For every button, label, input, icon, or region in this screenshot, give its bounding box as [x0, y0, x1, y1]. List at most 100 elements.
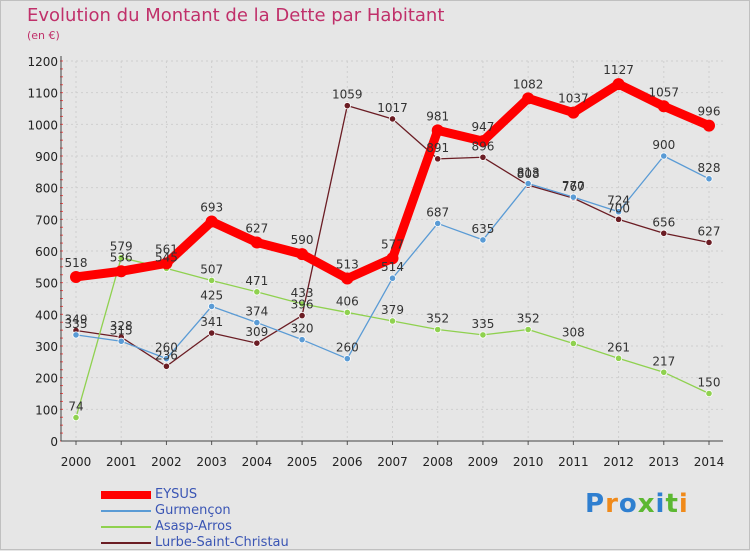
data-point-asasp-arros — [434, 325, 442, 334]
chart-title: Evolution du Montant de la Dette par Hab… — [27, 5, 445, 26]
data-label-asasp-arros: 406 — [336, 294, 359, 308]
data-label-asasp-arros: 74 — [68, 400, 83, 414]
logo-letter: P — [585, 489, 606, 519]
data-point-asasp-arros — [343, 308, 351, 317]
data-point-gurmencon — [343, 355, 351, 363]
y-tick-label: 100 — [35, 403, 58, 417]
logo-letter: i — [655, 489, 666, 519]
data-point-gurmencon — [434, 219, 442, 228]
data-point-eysus — [115, 265, 128, 278]
data-point-lurbe-saint-christau — [162, 362, 171, 370]
logo-letter: o — [618, 489, 638, 519]
data-label-asasp-arros: 308 — [562, 325, 585, 339]
data-label-asasp-arros: 507 — [200, 262, 223, 276]
data-point-gurmencon — [660, 152, 668, 160]
data-point-gurmencon — [705, 175, 713, 183]
data-label-gurmencon: 374 — [245, 305, 268, 319]
data-label-asasp-arros: 261 — [607, 340, 630, 354]
data-label-lurbe-saint-christau: 309 — [245, 325, 268, 339]
data-point-gurmencon — [208, 302, 216, 311]
data-label-gurmencon: 813 — [517, 166, 540, 180]
y-tick-label: 900 — [35, 150, 58, 164]
data-label-gurmencon: 900 — [652, 138, 675, 152]
x-tick-label: 2008 — [422, 455, 453, 469]
data-point-lurbe-saint-christau — [298, 311, 306, 320]
y-tick-label: 200 — [35, 372, 58, 386]
data-point-asasp-arros — [614, 354, 623, 362]
data-label-gurmencon: 260 — [336, 341, 359, 355]
logo-letter: i — [678, 489, 689, 519]
data-label-asasp-arros: 433 — [291, 286, 314, 300]
x-tick-label: 2004 — [242, 455, 273, 469]
data-point-gurmencon — [388, 274, 397, 282]
y-tick-label: 1100 — [27, 87, 58, 101]
proxiti-logo: Proxiti — [585, 489, 689, 519]
data-label-eysus: 996 — [698, 105, 721, 119]
legend-label-eysus: EYSUS — [155, 487, 198, 502]
data-label-lurbe-saint-christau: 656 — [652, 215, 675, 229]
data-point-lurbe-saint-christau — [434, 155, 442, 163]
data-point-gurmencon — [117, 337, 125, 345]
data-label-gurmencon: 724 — [607, 194, 630, 208]
data-point-eysus — [522, 92, 535, 105]
chart-unit: (en €) — [27, 29, 60, 42]
data-label-eysus: 561 — [155, 242, 178, 256]
y-tick-label: 0 — [50, 435, 58, 449]
data-point-asasp-arros — [72, 413, 80, 422]
legend-swatch-gurmencon — [101, 510, 151, 512]
data-label-eysus: 981 — [426, 109, 449, 123]
data-point-asasp-arros — [479, 331, 487, 339]
data-label-eysus: 577 — [381, 237, 404, 251]
data-point-lurbe-saint-christau — [388, 115, 397, 123]
data-point-eysus — [431, 124, 444, 137]
data-label-asasp-arros: 352 — [517, 312, 540, 326]
data-label-eysus: 536 — [110, 250, 133, 264]
data-point-asasp-arros — [705, 389, 713, 398]
data-point-eysus — [70, 270, 82, 283]
data-label-eysus: 513 — [336, 258, 359, 272]
data-label-gurmencon: 315 — [110, 323, 133, 337]
data-point-lurbe-saint-christau — [343, 102, 351, 110]
data-point-eysus — [612, 78, 625, 91]
data-point-asasp-arros — [569, 339, 577, 348]
data-label-gurmencon: 770 — [562, 179, 585, 193]
data-point-eysus — [567, 106, 580, 119]
legend-label-asasp-arros: Asasp-Arros — [155, 519, 232, 534]
data-label-lurbe-saint-christau: 627 — [698, 224, 721, 238]
data-label-asasp-arros: 335 — [471, 317, 494, 331]
logo-letter: r — [605, 489, 619, 519]
y-tick-label: 800 — [35, 182, 58, 196]
data-point-asasp-arros — [117, 254, 125, 262]
data-point-eysus — [250, 236, 263, 249]
legend-label-gurmencon: Gurmençon — [155, 503, 231, 518]
data-point-gurmencon — [569, 193, 577, 201]
data-label-gurmencon: 425 — [200, 288, 223, 302]
data-label-lurbe-saint-christau: 349 — [65, 312, 88, 326]
x-tick-label: 2012 — [603, 455, 634, 469]
y-tick-label: 600 — [35, 245, 58, 259]
data-label-lurbe-saint-christau: 341 — [200, 315, 223, 329]
data-label-asasp-arros: 150 — [698, 376, 721, 390]
data-point-lurbe-saint-christau — [208, 329, 216, 337]
data-point-asasp-arros — [208, 276, 216, 285]
data-point-lurbe-saint-christau — [253, 339, 261, 347]
data-label-lurbe-saint-christau: 891 — [426, 141, 449, 155]
data-label-asasp-arros: 352 — [426, 312, 449, 326]
data-label-eysus: 693 — [200, 201, 223, 215]
data-label-lurbe-saint-christau: 1059 — [332, 88, 363, 102]
data-label-gurmencon: 828 — [698, 161, 721, 175]
x-tick-label: 2007 — [377, 455, 408, 469]
data-label-gurmencon: 635 — [471, 222, 494, 236]
data-label-lurbe-saint-christau: 767 — [562, 180, 585, 194]
y-tick-label: 700 — [35, 213, 58, 227]
data-point-lurbe-saint-christau — [705, 238, 713, 247]
data-label-asasp-arros: 217 — [652, 354, 675, 368]
legend-label-lurbe-saint-christau: Lurbe-Saint-Christau — [155, 535, 289, 550]
data-point-eysus — [205, 215, 218, 228]
x-tick-label: 2002 — [151, 455, 182, 469]
data-point-gurmencon — [479, 236, 487, 244]
data-point-eysus — [386, 252, 399, 265]
x-tick-label: 2006 — [332, 455, 363, 469]
data-point-asasp-arros — [298, 300, 306, 308]
